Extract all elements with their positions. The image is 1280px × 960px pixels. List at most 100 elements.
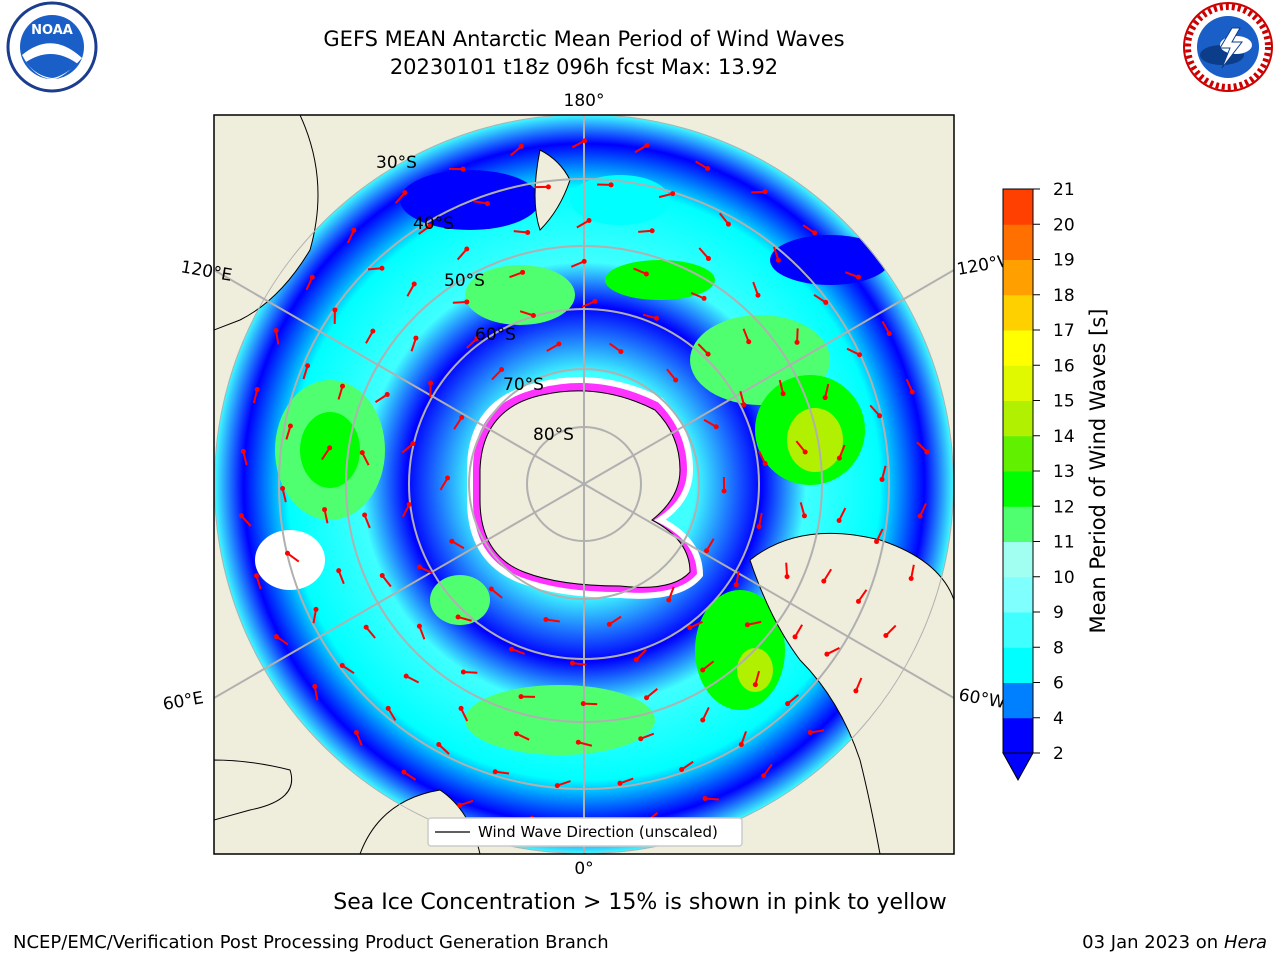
wind-arrow-head: [543, 616, 549, 622]
graticule-outer: [214, 269, 954, 699]
wind-arrow-head: [416, 623, 422, 629]
wind-arrow-head: [666, 597, 672, 603]
lat-label-30s: 30°S: [376, 153, 417, 173]
colorbar-tick-label: 17: [1053, 321, 1075, 341]
wind-arrow-head: [530, 313, 536, 319]
wind-arrow-head: [643, 271, 649, 277]
wind-arrow-head: [484, 201, 490, 207]
wind-arrow-head: [459, 414, 465, 420]
wind-arrow-head: [499, 367, 505, 373]
wind-arrow-head: [525, 229, 531, 235]
colorbar-tick-label: 20: [1053, 215, 1075, 235]
legend-label: Wind Wave Direction (unscaled): [478, 823, 718, 841]
wind-arrow-head: [746, 339, 752, 345]
wind-arrow-head: [679, 767, 685, 773]
wind-direction-arrows: [238, 138, 930, 831]
wind-arrow-head: [855, 598, 861, 604]
colorbar-band: [1003, 400, 1033, 437]
wind-arrow-head: [556, 341, 562, 347]
noaa-logo-text: NOAA: [31, 23, 73, 38]
lat-label-40s: 40°S: [413, 214, 454, 234]
wind-arrow-head: [287, 423, 293, 429]
wind-arrow-head: [705, 256, 711, 262]
colorbar-band: [1003, 717, 1033, 754]
wind-arrow-head: [821, 578, 827, 584]
colorbar-tick-label: 18: [1053, 286, 1075, 306]
wind-arrow-head: [464, 299, 470, 305]
colorbar-band: [1003, 682, 1033, 719]
wind-arrow-head: [687, 625, 693, 631]
wind-arrow-head: [402, 190, 408, 196]
colorbar-bands: [1003, 189, 1033, 754]
wind-arrow-head: [592, 298, 598, 304]
map-panel: [213, 114, 955, 855]
wind-arrow-head: [340, 383, 346, 389]
wind-arrow-head: [401, 769, 407, 775]
wind-arrow-head: [351, 227, 357, 233]
wind-arrow-head: [417, 564, 423, 570]
wind-arrow-head: [445, 475, 451, 481]
wind-arrow-head: [413, 335, 419, 341]
wind-arrow-head: [608, 182, 614, 188]
wind-arrow-head: [322, 507, 328, 513]
wind-arrow-head: [879, 476, 885, 482]
wind-arrow-head: [886, 331, 892, 337]
wind-arrow-head: [339, 663, 345, 669]
colorbar-band: [1003, 612, 1033, 648]
wind-arrow-head: [638, 736, 644, 742]
wind-arrow-head: [359, 450, 365, 456]
colorbar-band: [1003, 506, 1033, 542]
wind-arrow-head: [411, 281, 417, 287]
lat-label-70s: 70°S: [503, 375, 544, 395]
wind-arrow-head: [458, 705, 464, 711]
wind-arrow-head: [492, 769, 498, 775]
lat-label-50s: 50°S: [444, 271, 485, 291]
wind-arrow-head: [238, 513, 244, 519]
wind-arrow-head: [403, 673, 409, 679]
wind-arrow-head: [582, 138, 588, 144]
wind-arrow-head: [836, 455, 842, 461]
wind-arrow-head: [518, 143, 524, 149]
wind-arrow-head: [738, 742, 744, 748]
wind-arrow-head: [273, 328, 279, 334]
wind-arrow-head: [807, 730, 813, 736]
wind-arrow-head: [673, 377, 679, 383]
wind-arrow-head: [633, 657, 639, 663]
map-frame: [213, 114, 955, 855]
colorbar-tick-label: 15: [1053, 392, 1075, 412]
wind-arrow-head: [705, 166, 711, 172]
colorbar-band: [1003, 189, 1033, 225]
chart-title-line-2: 20230101 t18z 096h fcst Max: 13.92: [389, 55, 779, 79]
wind-arrow-head: [336, 568, 342, 574]
madagascar-landmass: [214, 759, 292, 821]
wind-arrow-head: [240, 448, 246, 454]
wind-arrow-head: [575, 739, 581, 745]
wind-arrow-head: [883, 633, 889, 639]
wind-arrow-head: [509, 646, 515, 652]
wind-arrow-head: [370, 328, 376, 334]
wind-arrow-head: [762, 189, 768, 195]
wind-arrow-head: [721, 488, 727, 494]
wind-arrow-head: [617, 780, 623, 786]
colorbar-tick-label: 14: [1053, 427, 1075, 447]
wind-arrow-head: [379, 573, 385, 579]
wind-arrow-head: [457, 802, 463, 808]
lat-label-80s: 80°S: [533, 425, 574, 445]
wind-arrow-head: [733, 582, 739, 588]
colorbar-tick-label: 16: [1053, 356, 1075, 376]
wind-arrow-head: [428, 380, 434, 386]
wind-arrow-head: [280, 486, 286, 492]
wind-arrow-head: [384, 392, 390, 398]
wind-arrow-head: [775, 257, 781, 263]
wind-arrow-head: [580, 701, 586, 707]
wind-arrow-head: [581, 258, 587, 264]
lon-label-0: 0°: [574, 859, 593, 879]
wind-arrow-head: [713, 424, 719, 430]
wind-arrow-head: [644, 695, 650, 701]
wind-arrow-head: [705, 351, 711, 357]
map-legend: Wind Wave Direction (unscaled): [427, 817, 743, 847]
wind-arrow-head: [606, 621, 612, 627]
colorbar-band: [1003, 365, 1033, 401]
wind-arrow-head: [908, 576, 914, 582]
wind-arrow-head: [822, 395, 828, 401]
